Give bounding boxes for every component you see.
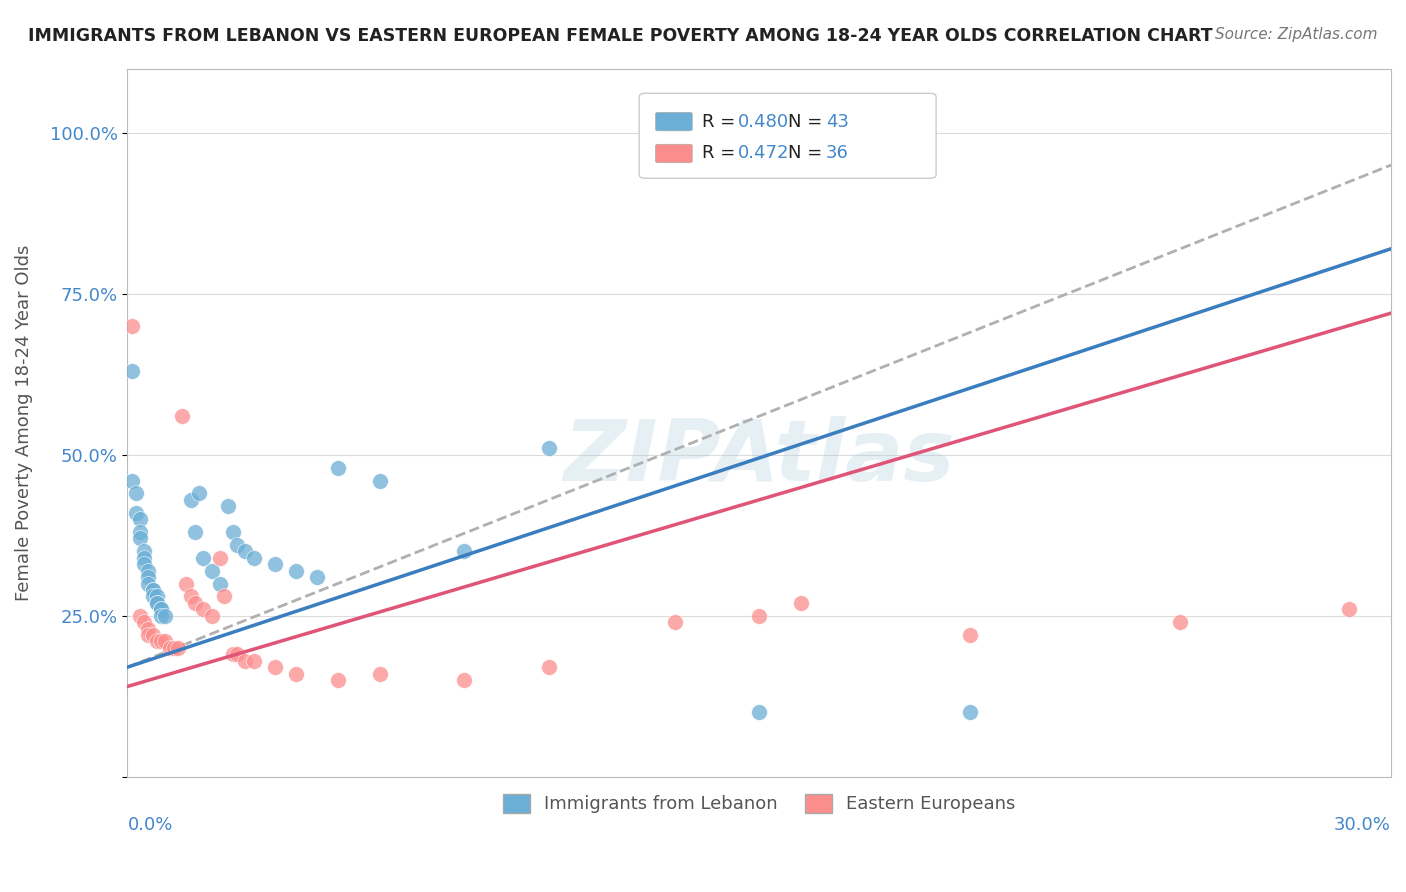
Point [155,608,177,623]
Point [146,596,169,610]
Point [172,409,194,424]
Point [193,602,215,616]
Point [748,608,770,623]
FancyBboxPatch shape [655,145,692,162]
Point [214,590,236,604]
Point [184,596,207,610]
Point [368,474,391,488]
Point [138,570,160,584]
Text: R =: R = [703,112,741,130]
Point [142,590,165,604]
Point [146,634,169,648]
Point [129,608,152,623]
Point [242,654,264,668]
Point [193,550,215,565]
Point [176,576,198,591]
Point [142,582,165,597]
Point [121,318,143,333]
Point [305,570,328,584]
Point [121,364,143,378]
Text: 43: 43 [827,112,849,130]
Point [221,524,243,539]
Point [138,564,160,578]
Text: Source: ZipAtlas.com: Source: ZipAtlas.com [1215,27,1378,42]
Point [150,602,173,616]
Point [959,705,981,719]
Point [263,558,285,572]
Text: N =: N = [789,112,828,130]
Y-axis label: Female Poverty Among 18-24 Year Olds: Female Poverty Among 18-24 Year Olds [15,244,32,600]
Point [326,460,349,475]
Text: IMMIGRANTS FROM LEBANON VS EASTERN EUROPEAN FEMALE POVERTY AMONG 18-24 YEAR OLDS: IMMIGRANTS FROM LEBANON VS EASTERN EUROP… [28,27,1213,45]
Point [129,524,152,539]
Point [180,590,202,604]
Point [209,576,232,591]
Text: R =: R = [703,145,741,162]
Point [142,628,165,642]
Point [209,550,232,565]
Point [134,544,156,558]
Point [146,596,169,610]
Legend: Immigrants from Lebanon, Eastern Europeans: Immigrants from Lebanon, Eastern Europea… [495,787,1024,821]
Point [146,590,169,604]
Point [233,544,256,558]
Text: 30.0%: 30.0% [1334,815,1391,833]
Point [180,492,202,507]
Text: ZIPAtlas: ZIPAtlas [564,417,955,500]
Point [142,582,165,597]
Point [188,486,211,500]
Point [225,648,247,662]
Point [284,564,307,578]
Point [1337,602,1360,616]
Point [134,550,156,565]
Point [1170,615,1192,629]
Text: 36: 36 [827,145,849,162]
Point [125,506,148,520]
Point [959,628,981,642]
FancyBboxPatch shape [655,112,692,131]
Text: 0.0%: 0.0% [128,815,173,833]
Point [284,666,307,681]
Point [159,640,181,655]
Point [121,474,143,488]
Point [125,486,148,500]
Point [537,660,560,674]
Text: 0.472: 0.472 [738,145,789,162]
FancyBboxPatch shape [640,94,936,178]
Point [134,615,156,629]
Point [163,640,186,655]
Point [138,622,160,636]
Point [201,564,224,578]
Point [453,544,475,558]
Point [150,608,173,623]
Point [150,634,173,648]
Point [184,524,207,539]
Point [748,705,770,719]
Point [201,608,224,623]
Point [129,532,152,546]
Point [134,558,156,572]
Point [368,666,391,681]
Point [326,673,349,687]
Point [225,538,247,552]
Point [129,512,152,526]
Point [233,654,256,668]
Point [155,634,177,648]
Point [167,640,190,655]
Text: 0.480: 0.480 [738,112,789,130]
Point [263,660,285,674]
Point [150,602,173,616]
Point [453,673,475,687]
Point [537,442,560,456]
Point [218,500,240,514]
Point [242,550,264,565]
Point [664,615,686,629]
Text: N =: N = [789,145,828,162]
Point [138,576,160,591]
Point [790,596,813,610]
Point [138,628,160,642]
Point [221,648,243,662]
